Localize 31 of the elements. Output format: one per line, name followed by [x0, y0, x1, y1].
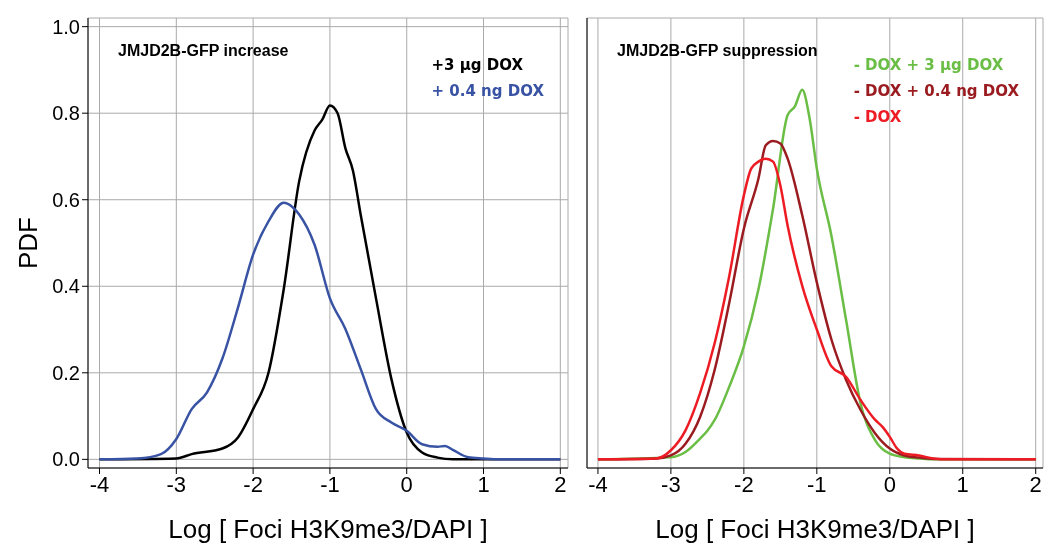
y-tick-label: 0.8: [52, 102, 80, 125]
y-tick-label: 0.0: [52, 448, 80, 471]
x-tick-label: 1: [477, 471, 490, 497]
text: + 0.4 ng DOX: [431, 82, 544, 100]
text: - DOX: [853, 108, 903, 126]
x-tick-label: -2: [243, 471, 263, 497]
y-axis-title: PDF: [13, 217, 44, 269]
x-axis-title: Log [ Foci H3K9me3/DAPI ]: [168, 514, 488, 544]
text: - DOX + 3 μg DOX: [853, 56, 1005, 74]
x-tick-label: -3: [661, 471, 681, 497]
text: +3 μg DOX: [431, 56, 524, 74]
line-series: [98, 201, 562, 461]
x-tick-label: 0: [400, 471, 413, 497]
x-tick-label: -3: [166, 471, 187, 497]
y-tick-label: 1.0: [52, 15, 80, 38]
x-tick-label: 0: [883, 471, 896, 497]
y-tick-label: 0.2: [52, 361, 80, 384]
x-tick-label: 2: [554, 471, 567, 497]
text: - DOX + 0.4 ng DOX: [853, 82, 1019, 100]
x-tick-label: -1: [320, 471, 340, 497]
y-tick-label: 0.6: [52, 188, 80, 211]
x-tick-label: 1: [956, 471, 969, 497]
x-axis-title: Log [ Foci H3K9me3/DAPI ]: [655, 514, 975, 544]
text: JMJD2B-GFP increase: [118, 42, 289, 60]
text: JMJD2B-GFP suppression: [617, 42, 818, 60]
x-tick-label: -4: [588, 471, 608, 497]
x-tick-label: 2: [1029, 471, 1042, 497]
x-tick-label: -1: [807, 471, 827, 497]
x-tick-label: -4: [89, 471, 110, 497]
y-tick-label: 0.4: [52, 275, 80, 298]
x-tick-label: -2: [734, 471, 754, 497]
